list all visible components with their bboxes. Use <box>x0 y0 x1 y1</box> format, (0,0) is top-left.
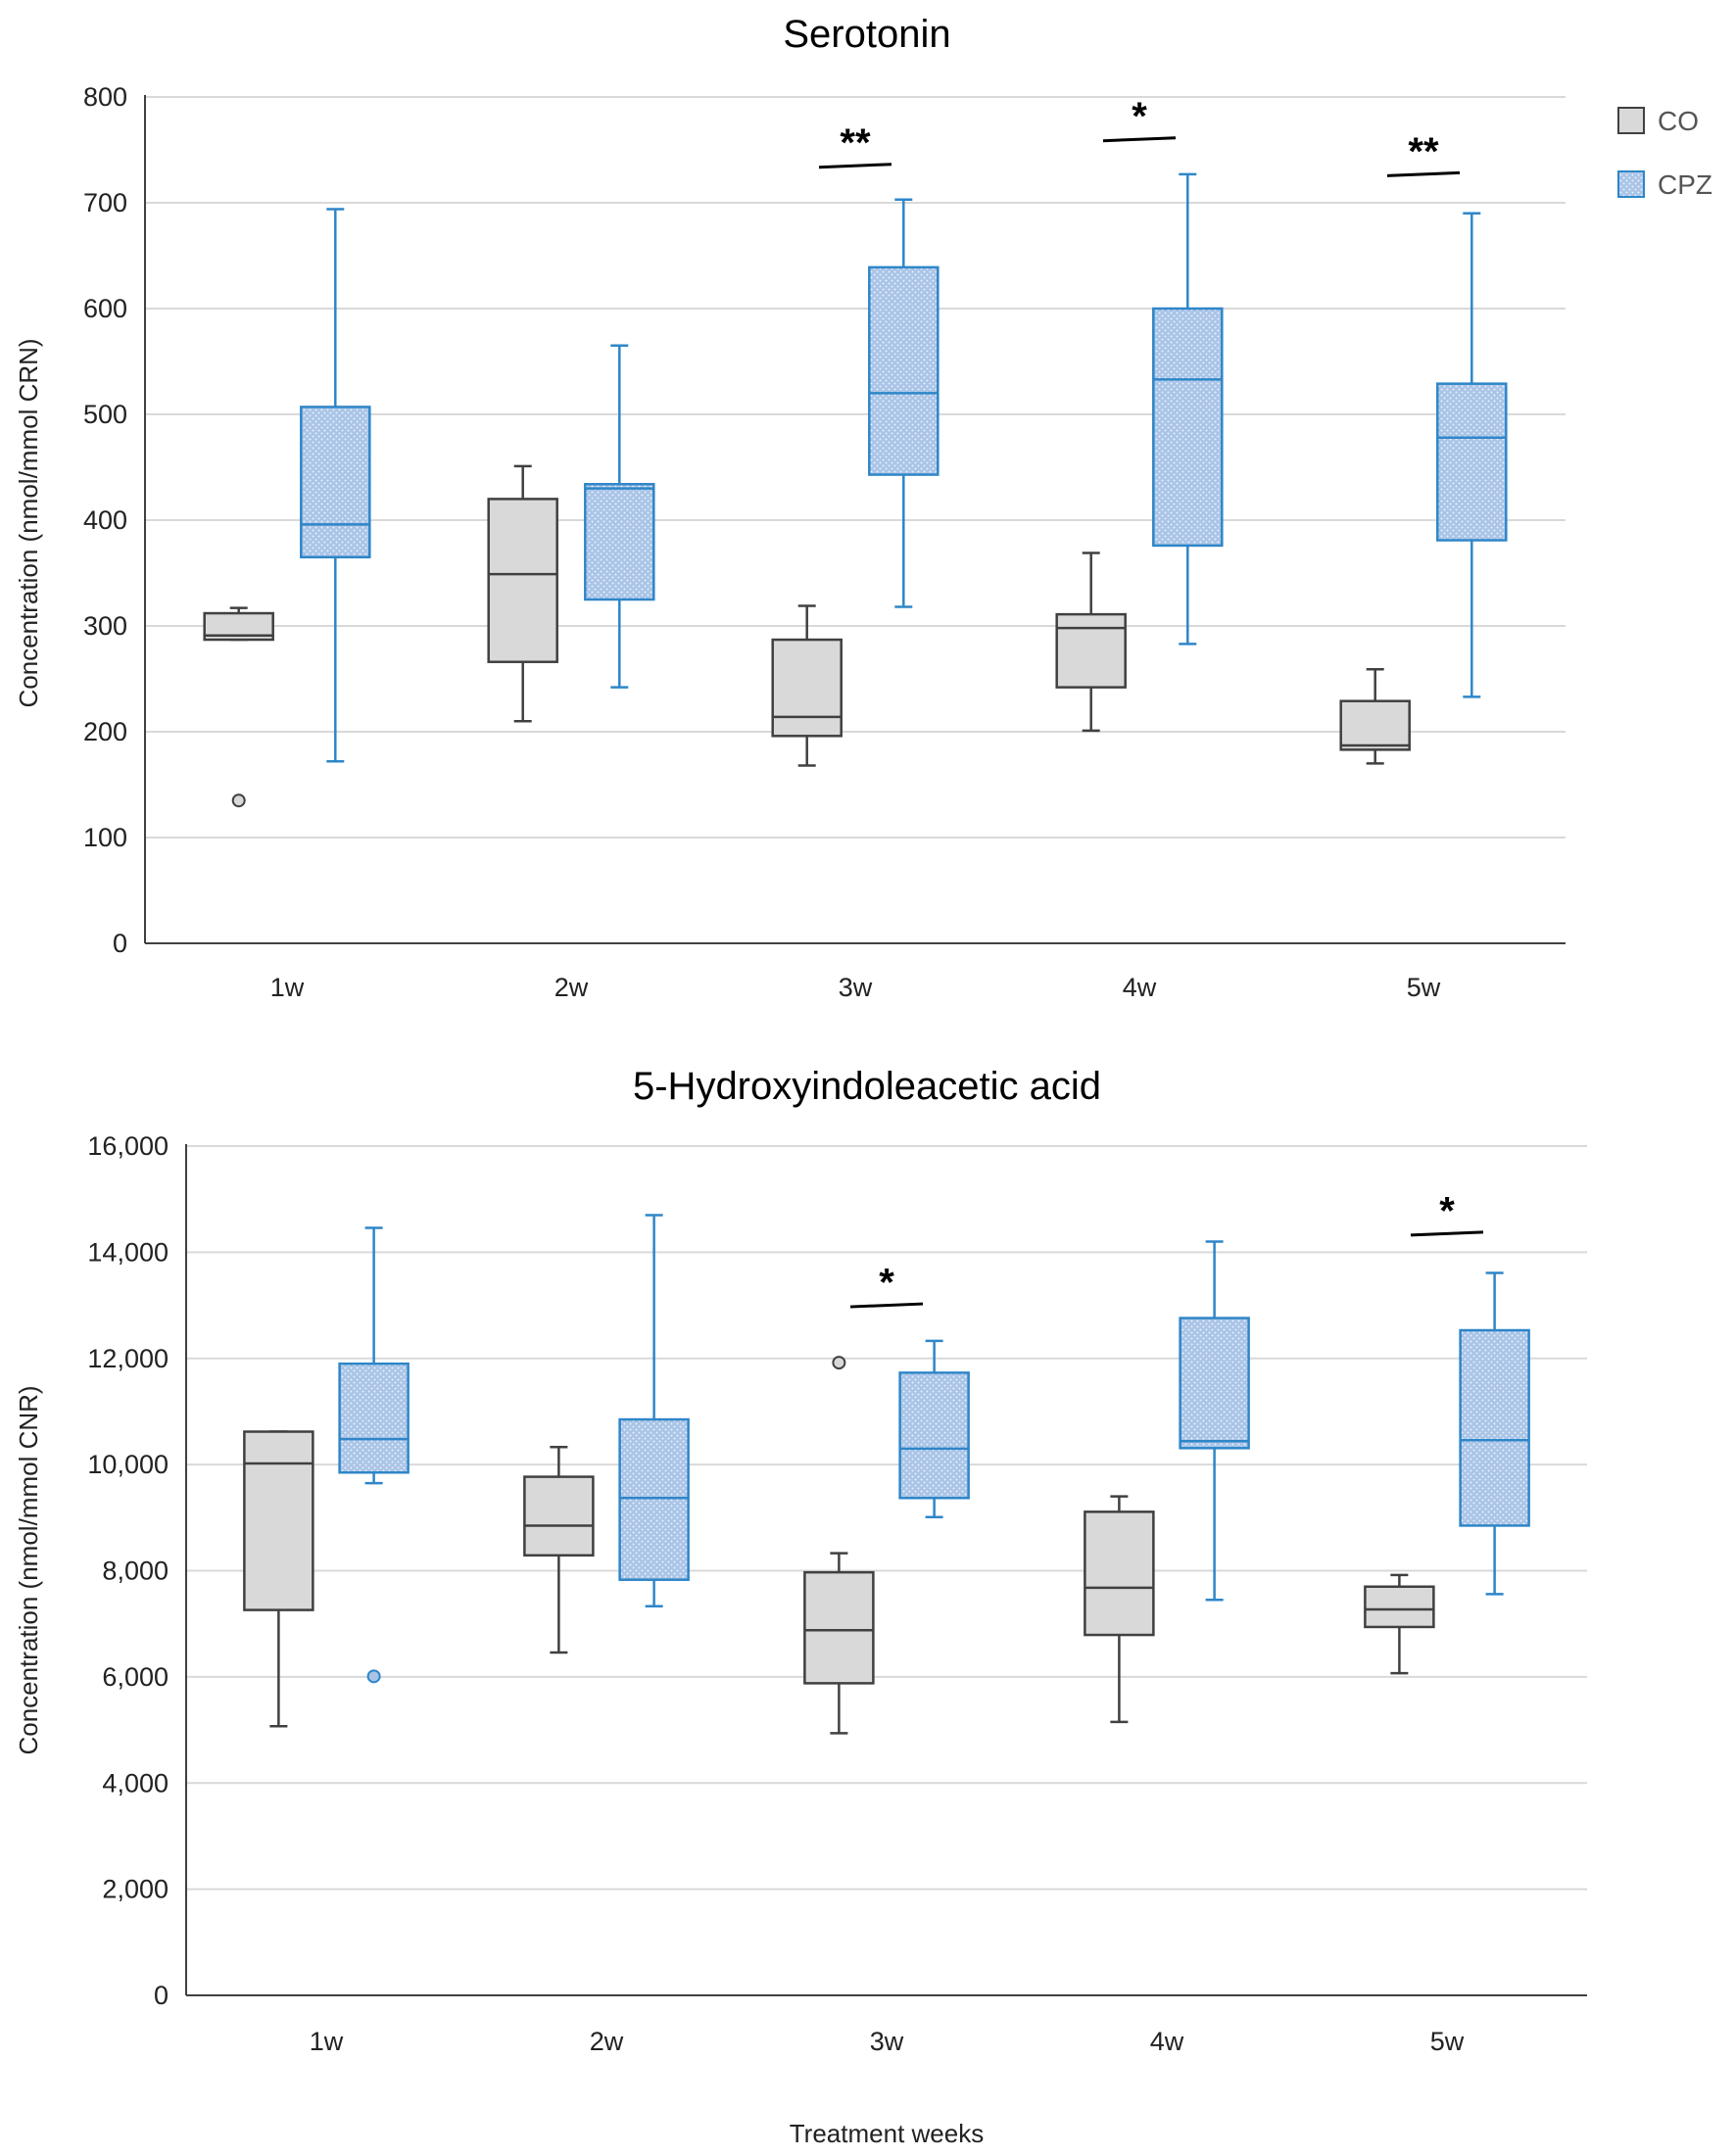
box-co-2w <box>487 464 558 723</box>
x-tick-label: 3w <box>870 2027 904 2056</box>
box-iqr <box>1084 1510 1155 1637</box>
significance-bar <box>1386 170 1461 177</box>
y-tick-label: 400 <box>83 505 127 535</box>
y-tick-label: 8,000 <box>102 1557 169 1586</box>
box-iqr <box>868 265 940 476</box>
box-co-3w <box>771 604 843 767</box>
y-tick-label: 14,000 <box>87 1237 169 1267</box>
x-axis-label: Treatment weeks <box>790 2119 984 2148</box>
x-tick-label: 2w <box>590 2027 624 2056</box>
serotonin-chart: Serotonin Concentration (nmol/mmol CRN) … <box>14 13 1712 1002</box>
legend: CO CPZ <box>1617 106 1712 200</box>
legend-swatch-cpz <box>1617 170 1645 198</box>
box-cpz-5w <box>1459 1271 1530 1596</box>
x-tick-label: 3w <box>839 973 873 1002</box>
box-iqr <box>1364 1585 1435 1629</box>
box-co-3w <box>803 1356 875 1735</box>
box-co-2w <box>523 1445 595 1654</box>
box-iqr <box>1055 612 1127 689</box>
box-co-5w <box>1339 668 1411 765</box>
y-tick-label: 300 <box>83 611 127 641</box>
outlier-point <box>366 1669 381 1684</box>
legend-label-cpz: CPZ <box>1658 169 1712 200</box>
box-cpz-5w <box>1436 212 1508 698</box>
y-axis-label: Concentration (nmol/mmol CNR) <box>14 1385 43 1754</box>
box-cpz-4w <box>1152 172 1224 646</box>
significance-label: * <box>879 1262 894 1305</box>
significance-bar <box>818 163 892 169</box>
box-iqr <box>771 638 843 738</box>
y-tick-label: 0 <box>113 929 127 958</box>
y-tick-label: 100 <box>83 823 127 852</box>
box-iqr <box>487 498 558 663</box>
box-cpz-2w <box>584 344 655 689</box>
box-iqr <box>803 1570 875 1685</box>
significance-bar <box>1102 136 1177 143</box>
y-tick-label: 600 <box>83 294 127 323</box>
box-iqr <box>898 1371 970 1500</box>
y-tick-label: 2,000 <box>102 1875 169 1904</box>
box-iqr <box>243 1430 314 1611</box>
y-tick-label: 0 <box>154 1981 169 2010</box>
significance-label: ** <box>1408 130 1439 173</box>
box-co-1w <box>203 606 274 808</box>
box-iqr <box>1459 1328 1530 1527</box>
y-axis-label: Concentration (nmol/mmol CRN) <box>14 338 43 707</box>
y-tick-label: 700 <box>83 188 127 217</box>
box-iqr <box>1339 699 1411 751</box>
y-tick-label: 200 <box>83 717 127 746</box>
box-iqr <box>1179 1317 1250 1450</box>
outlier-point <box>231 793 246 808</box>
y-tick-label: 800 <box>83 82 127 112</box>
box-co-1w <box>243 1430 314 1728</box>
x-tick-label: 5w <box>1407 973 1441 1002</box>
y-tick-label: 12,000 <box>87 1344 169 1373</box>
significance-label: * <box>1439 1189 1455 1232</box>
box-cpz-4w <box>1179 1240 1250 1602</box>
legend-swatch-co <box>1617 107 1645 134</box>
significance-label: * <box>1132 95 1147 138</box>
x-tick-label: 1w <box>270 973 305 1002</box>
box-co-4w <box>1055 551 1127 733</box>
chart-title: Serotonin <box>783 13 950 56</box>
box-iqr <box>1436 382 1508 542</box>
box-cpz-2w <box>618 1214 690 1608</box>
y-tick-label: 16,000 <box>87 1131 169 1161</box>
box-cpz-3w <box>868 198 940 608</box>
significance-bar <box>1410 1230 1484 1237</box>
legend-label-co: CO <box>1658 106 1699 136</box>
y-tick-label: 500 <box>83 400 127 429</box>
box-co-4w <box>1084 1495 1155 1724</box>
chart-title: 5-Hydroxyindoleacetic acid <box>633 1065 1101 1108</box>
x-tick-label: 2w <box>554 973 589 1002</box>
box-iqr <box>338 1362 410 1474</box>
x-tick-label: 5w <box>1430 2027 1465 2056</box>
significance-label: ** <box>840 121 871 165</box>
box-iqr <box>1152 307 1224 548</box>
hiaa-chart: 5-Hydroxyindoleacetic acid Concentration… <box>14 1065 1587 2148</box>
box-iqr <box>584 483 655 601</box>
significance-bar <box>849 1302 924 1309</box>
box-iqr <box>618 1417 690 1581</box>
box-cpz-1w <box>338 1226 410 1684</box>
box-iqr <box>300 406 371 559</box>
box-co-5w <box>1364 1573 1435 1675</box>
y-tick-label: 4,000 <box>102 1768 169 1797</box>
y-tick-label: 10,000 <box>87 1450 169 1479</box>
y-tick-label: 6,000 <box>102 1662 169 1692</box>
box-cpz-1w <box>300 208 371 763</box>
x-tick-label: 4w <box>1123 973 1157 1002</box>
x-tick-label: 4w <box>1150 2027 1184 2056</box>
box-cpz-3w <box>898 1339 970 1519</box>
box-iqr <box>523 1475 595 1557</box>
x-tick-label: 1w <box>310 2027 344 2056</box>
outlier-point <box>832 1356 846 1370</box>
